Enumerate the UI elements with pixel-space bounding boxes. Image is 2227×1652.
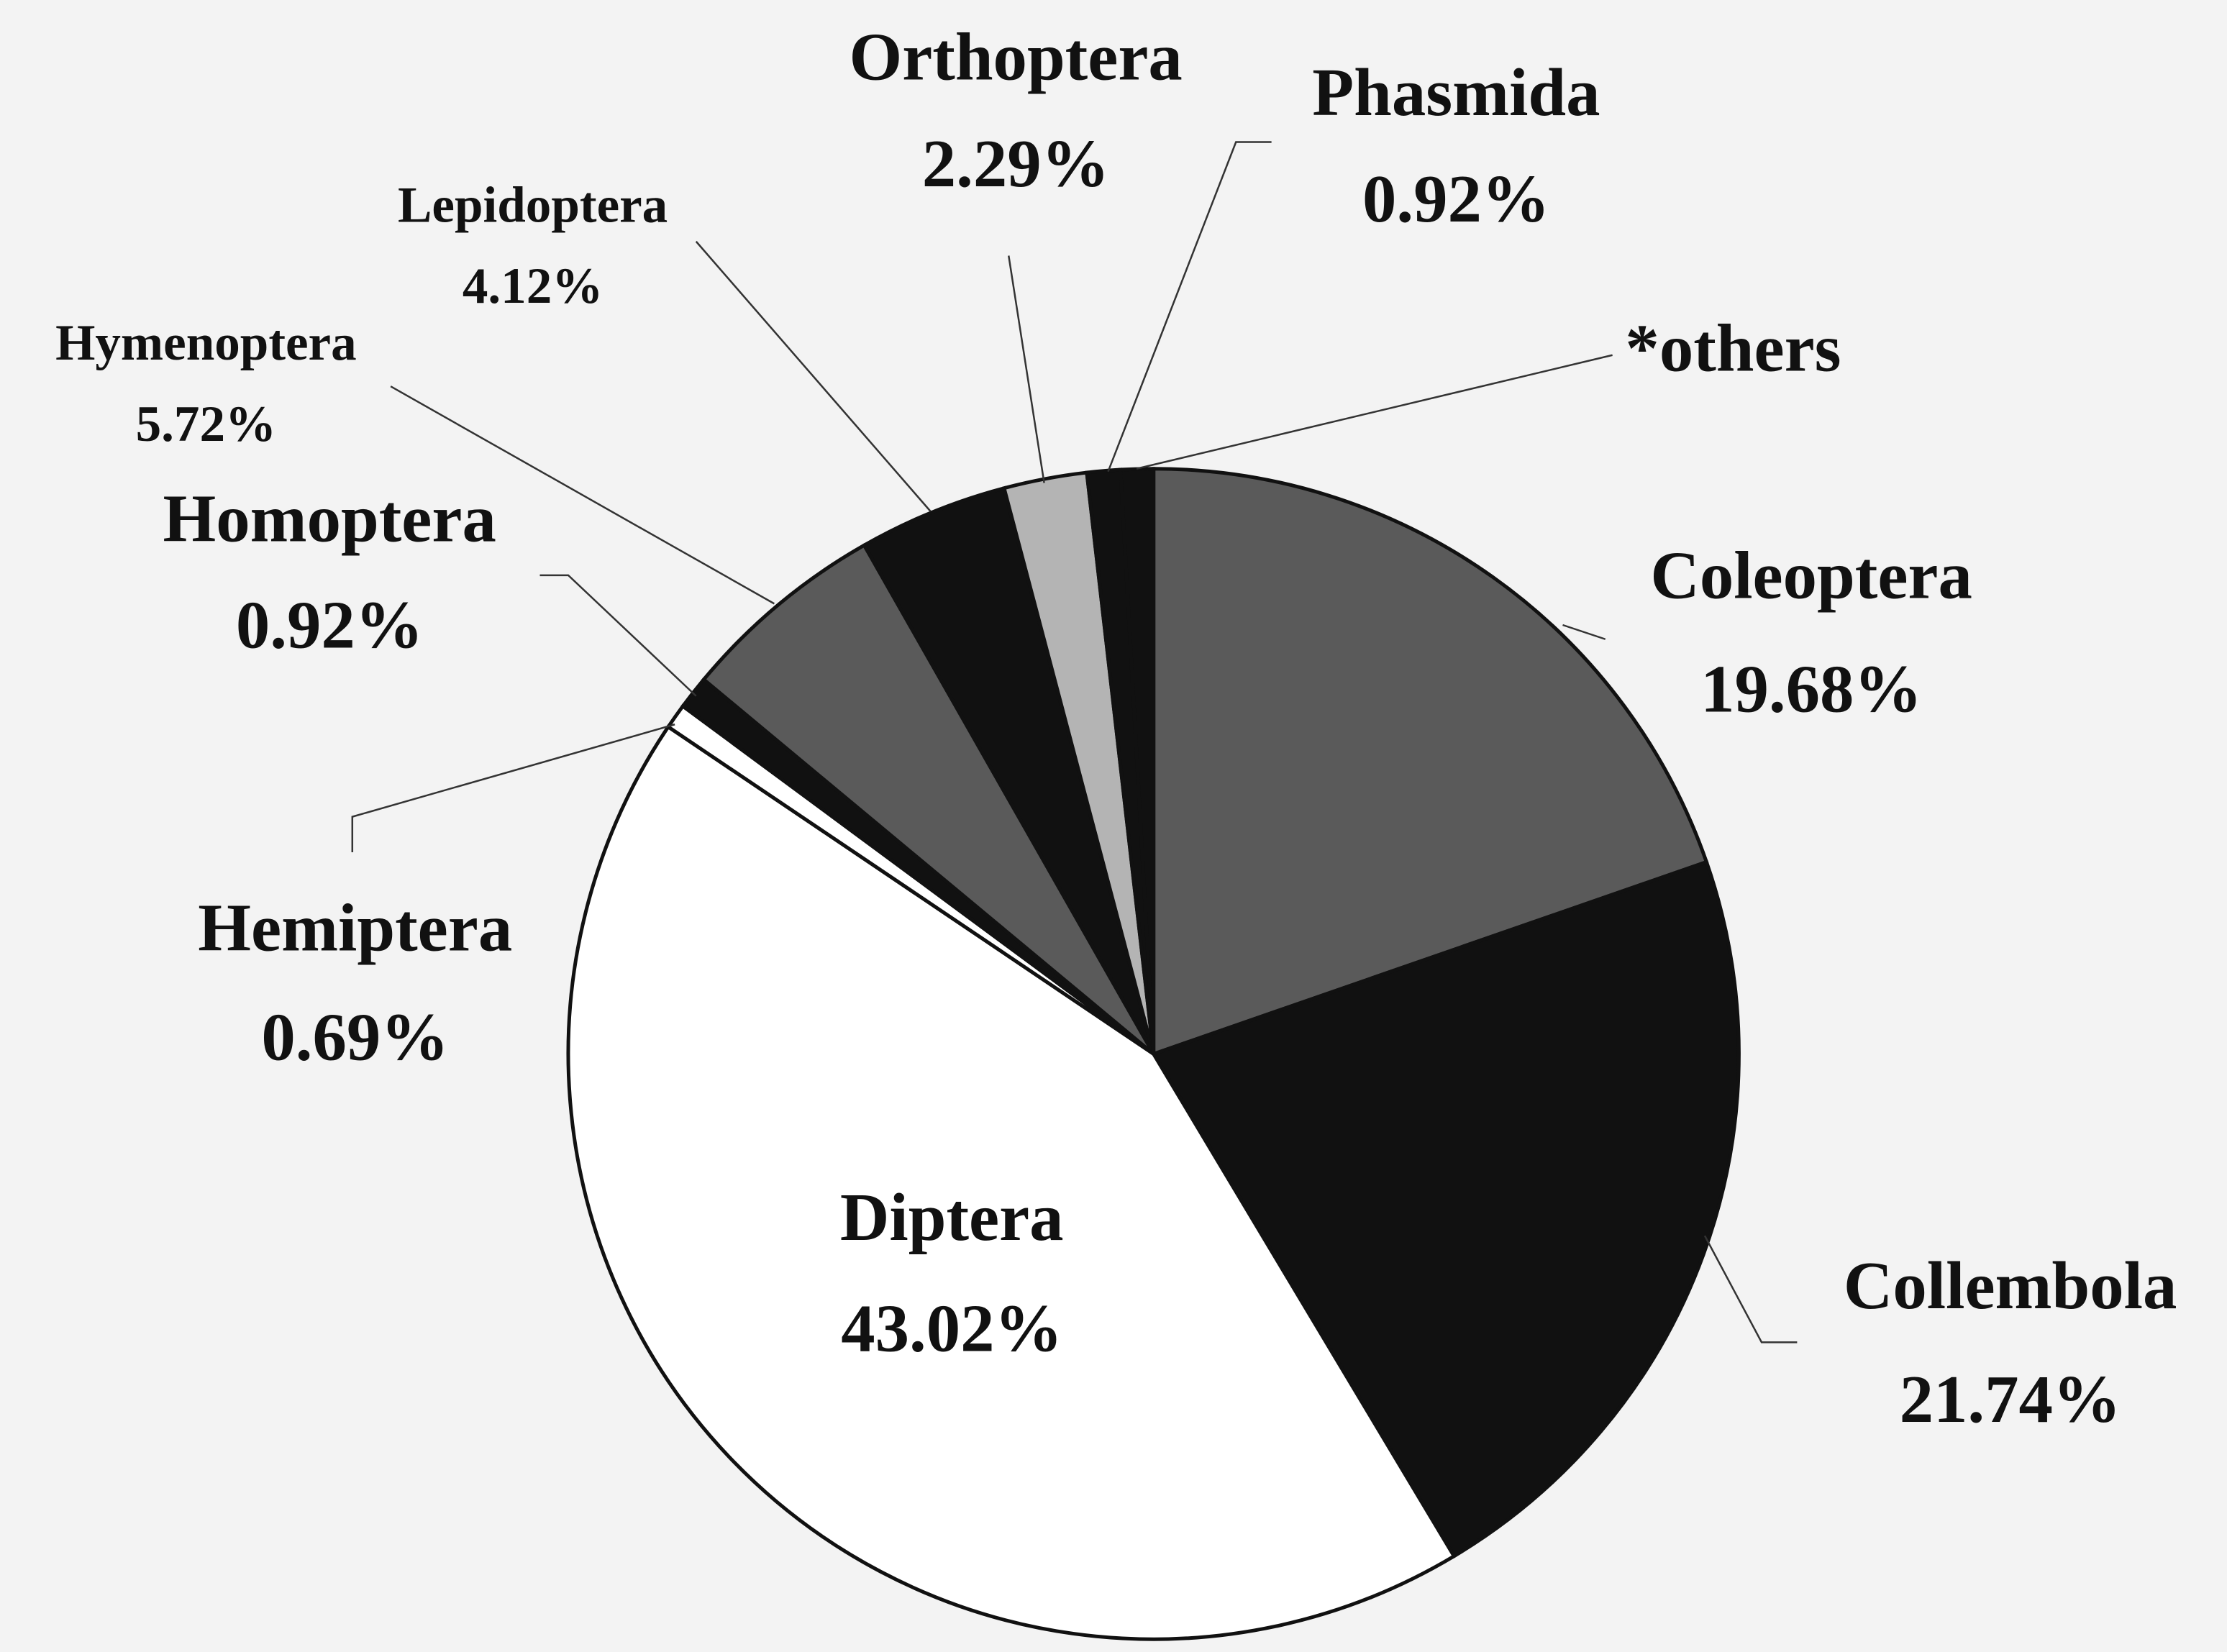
leader-line	[1562, 624, 1606, 640]
slice-label: *others	[1625, 311, 1841, 386]
leader-line	[1008, 255, 1045, 483]
leader-line	[390, 385, 775, 605]
slice-label: Homoptera	[163, 481, 496, 557]
pie-slice	[566, 724, 1457, 1641]
leader-line	[539, 574, 697, 697]
leader-line	[1136, 354, 1613, 470]
value-label: 2.29%	[922, 126, 1110, 201]
value-label: 43.02%	[841, 1290, 1062, 1366]
value-label: 0.92%	[1362, 161, 1550, 237]
value-label: 0.69%	[261, 999, 449, 1074]
pie-slice	[701, 542, 1155, 1056]
slice-label: Hymenoptera	[55, 315, 357, 371]
slice-label: Collembola	[1844, 1248, 2177, 1323]
pie-slice	[1152, 467, 1709, 1057]
value-label: 19.68%	[1700, 652, 1922, 727]
value-label: 21.74%	[1900, 1361, 2121, 1437]
slice-label: Hemiptera	[198, 890, 512, 965]
leader-line	[695, 240, 932, 512]
slice-label: Phasmida	[1312, 55, 1600, 130]
leader-line	[351, 724, 675, 852]
pie-slice	[1150, 859, 1741, 1559]
pie-slice	[862, 485, 1156, 1055]
value-label: 4.12%	[463, 258, 604, 314]
slice-label: Coleoptera	[1650, 538, 1972, 613]
slice-label: Diptera	[840, 1179, 1064, 1255]
slice-label: Orthoptera	[849, 19, 1182, 95]
slice-label: Lepidoptera	[398, 178, 668, 234]
leader-line	[1107, 141, 1272, 473]
value-label: 0.92%	[236, 588, 424, 663]
value-label: 5.72%	[136, 396, 277, 452]
leader-line	[1703, 1235, 1798, 1343]
